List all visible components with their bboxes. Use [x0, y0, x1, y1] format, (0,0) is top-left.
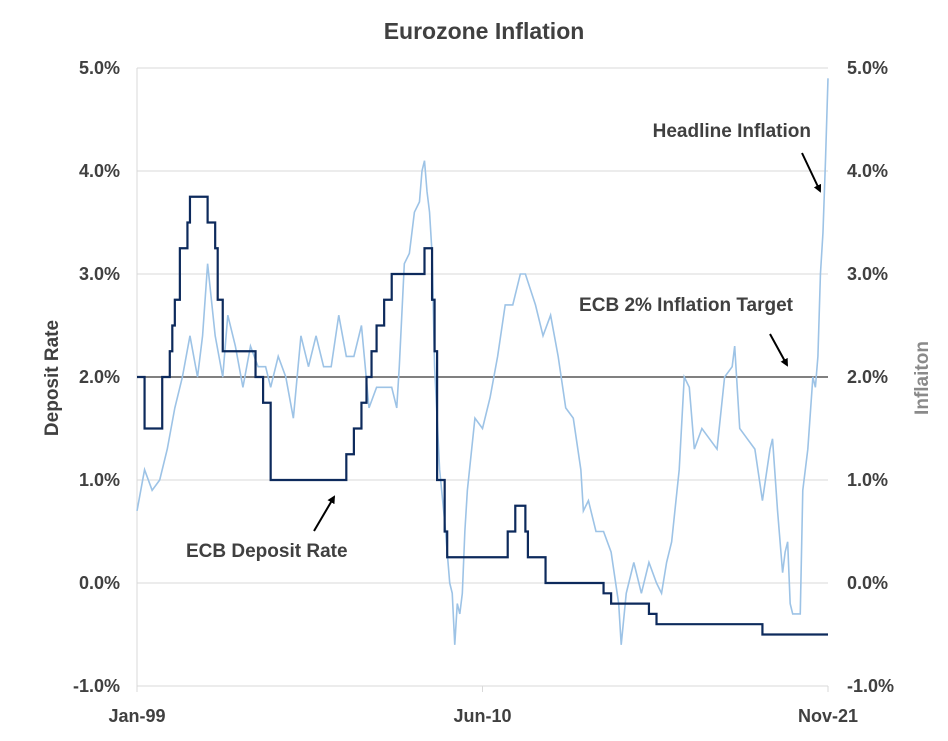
left-tick-label: 2.0%	[79, 367, 120, 387]
chart-title: Eurozone Inflation	[384, 18, 585, 44]
series-line-headline-inflation	[136, 78, 829, 645]
right-tick-label: 5.0%	[847, 58, 888, 78]
annotation-ecb-deposit-rate: ECB Deposit Rate	[186, 541, 348, 562]
right-tick-label: -1.0%	[847, 676, 894, 696]
left-tick-label: 5.0%	[79, 58, 120, 78]
x-tick-label: Nov-21	[798, 706, 858, 726]
x-axis-ticks: Jan-99 Jun-10 Nov-21	[108, 686, 858, 726]
left-tick-label: 0.0%	[79, 573, 120, 593]
x-tick-label: Jun-10	[453, 706, 511, 726]
right-axis-ticks: -1.0% 0.0% 1.0% 2.0% 3.0% 4.0% 5.0%	[847, 58, 894, 696]
right-tick-label: 2.0%	[847, 367, 888, 387]
arrow-ecb-target	[769, 333, 788, 367]
left-axis-label: Deposit Rate	[42, 320, 63, 436]
right-tick-label: 4.0%	[847, 161, 888, 181]
arrow-ecb-deposit-rate	[313, 495, 336, 532]
right-tick-label: 0.0%	[847, 573, 888, 593]
left-tick-label: 1.0%	[79, 470, 120, 490]
arrow-headline-inflation	[801, 152, 822, 193]
right-tick-label: 1.0%	[847, 470, 888, 490]
right-tick-label: 3.0%	[847, 264, 888, 284]
left-tick-label: 4.0%	[79, 161, 120, 181]
annotation-ecb-target: ECB 2% Inflation Target	[579, 295, 794, 316]
left-tick-label: 3.0%	[79, 264, 120, 284]
left-axis-ticks: -1.0% 0.0% 1.0% 2.0% 3.0% 4.0% 5.0%	[73, 58, 120, 696]
series-line-ecb-deposit-rate	[137, 195, 828, 636]
left-tick-label: -1.0%	[73, 676, 120, 696]
x-tick-label: Jan-99	[108, 706, 165, 726]
annotation-headline-inflation: Headline Inflation	[653, 121, 811, 142]
right-axis-label: Inflaiton	[912, 341, 933, 415]
